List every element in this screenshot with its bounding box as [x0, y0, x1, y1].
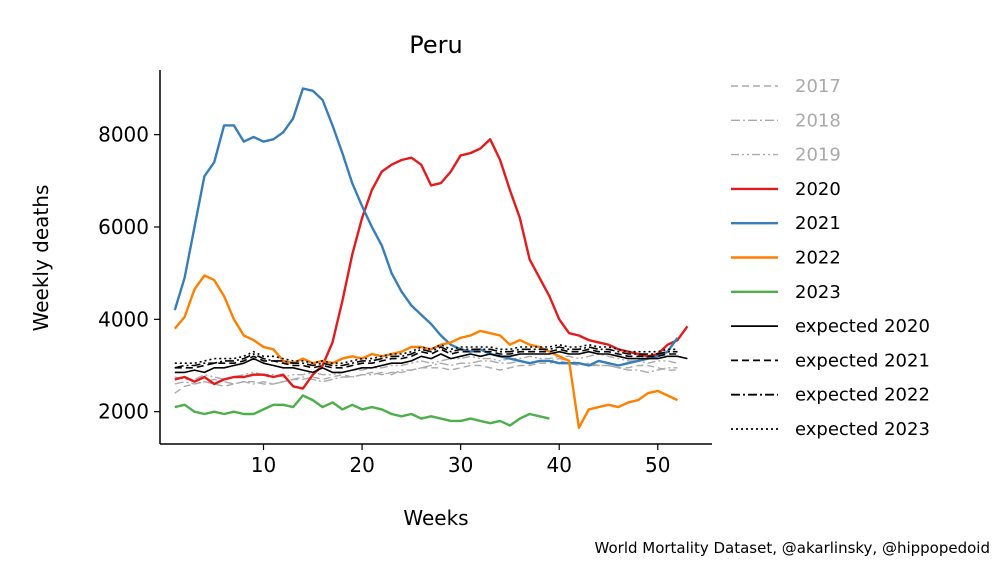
legend-label: 2022 — [795, 248, 841, 269]
legend-label: expected 2022 — [795, 385, 930, 406]
series-line-expected-2020 — [174, 350, 688, 374]
series-lines — [173, 87, 689, 429]
legend-label: 2023 — [795, 282, 841, 303]
series-line-2018 — [174, 357, 678, 385]
legend-label: 2021 — [795, 213, 841, 234]
y-tick-label: 4000 — [98, 307, 149, 331]
y-tick-label: 2000 — [98, 400, 149, 424]
axis-frame: 10 20 30 40 50 2000 4000 6000 8000 — [98, 70, 712, 477]
series-line-expected-2023 — [174, 343, 678, 365]
legend-label: expected 2023 — [795, 419, 930, 440]
y-tick-label: 8000 — [98, 123, 149, 147]
legend-label: expected 2020 — [795, 316, 930, 337]
legend-label: 2018 — [795, 110, 841, 131]
y-tick-label: 6000 — [98, 215, 149, 239]
x-axis-label: Weeks — [403, 506, 468, 530]
x-tick-label: 30 — [448, 453, 473, 477]
series-line-expected-2022 — [174, 346, 678, 369]
source-credit: World Mortality Dataset, @akarlinsky, @h… — [594, 539, 990, 557]
x-tick-label: 10 — [251, 453, 276, 477]
legend-label: 2017 — [795, 76, 841, 97]
legend: 2017 2018 2019 2020 2021 2022 2023 expected 202… — [731, 76, 930, 440]
series-line-2022 — [173, 274, 679, 429]
legend-label: 2020 — [795, 179, 841, 200]
series-line-2021 — [173, 87, 679, 367]
series-line-2020 — [174, 138, 689, 390]
x-tick-label: 40 — [546, 453, 571, 477]
x-tick-label: 50 — [645, 453, 670, 477]
series-line-expected-2021 — [174, 348, 678, 369]
legend-label: 2019 — [795, 145, 841, 166]
chart-title: Peru — [409, 31, 462, 59]
x-tick-label: 20 — [349, 453, 374, 477]
y-axis-label: Weekly deaths — [29, 185, 53, 332]
legend-label: expected 2021 — [795, 350, 930, 371]
series-line-2023 — [174, 394, 550, 427]
